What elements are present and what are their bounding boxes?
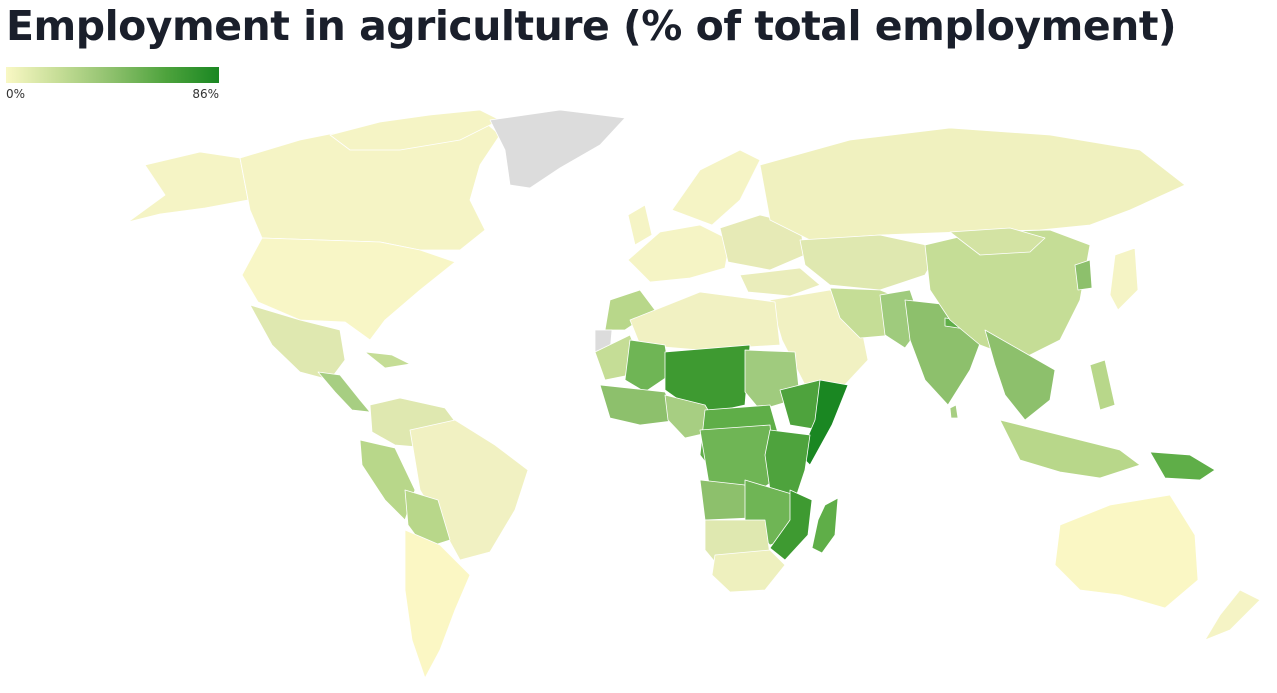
region-australia[interactable]	[1054, 494, 1199, 609]
region-alaska[interactable]	[127, 151, 249, 223]
legend-gradient-bar	[6, 67, 219, 83]
region-greenland[interactable]	[489, 109, 626, 189]
region-caribbean[interactable]	[364, 351, 411, 369]
region-new-zealand[interactable]	[1204, 589, 1261, 641]
legend-max-label: 86%	[192, 87, 219, 101]
region-south-africa[interactable]	[711, 549, 786, 593]
region-mali[interactable]	[624, 339, 671, 393]
region-philippines[interactable]	[1089, 359, 1116, 411]
region-russia[interactable]	[759, 127, 1186, 241]
region-korea[interactable]	[1074, 259, 1093, 291]
region-madagascar[interactable]	[811, 497, 839, 554]
region-papua-new-guinea[interactable]	[1149, 451, 1216, 481]
region-china[interactable]	[924, 229, 1091, 361]
region-mozambique[interactable]	[769, 489, 813, 561]
region-angola[interactable]	[699, 479, 751, 521]
region-central-america[interactable]	[317, 371, 371, 413]
region-usa[interactable]	[241, 237, 456, 341]
legend-labels: 0% 86%	[6, 87, 219, 103]
region-argentina-chile[interactable]	[404, 529, 471, 679]
region-turkey-caucasus[interactable]	[739, 267, 821, 297]
region-uk-ireland[interactable]	[627, 204, 653, 246]
legend-min-label: 0%	[6, 87, 26, 101]
region-scandinavia[interactable]	[671, 149, 761, 226]
region-japan[interactable]	[1109, 247, 1139, 311]
map-title: Employment in agriculture (% of total em…	[6, 2, 1177, 50]
region-west-africa-coast[interactable]	[599, 384, 681, 426]
region-indonesia[interactable]	[999, 419, 1141, 479]
color-legend: 0% 86%	[6, 67, 219, 103]
region-mexico[interactable]	[249, 304, 346, 381]
region-somalia[interactable]	[799, 379, 849, 466]
region-north-africa[interactable]	[629, 291, 781, 351]
region-peru-ecuador[interactable]	[359, 439, 416, 521]
region-sri-lanka[interactable]	[949, 404, 959, 419]
region-southeast-asia[interactable]	[984, 329, 1056, 421]
region-central-asia[interactable]	[799, 234, 941, 291]
region-mongolia[interactable]	[949, 227, 1046, 256]
